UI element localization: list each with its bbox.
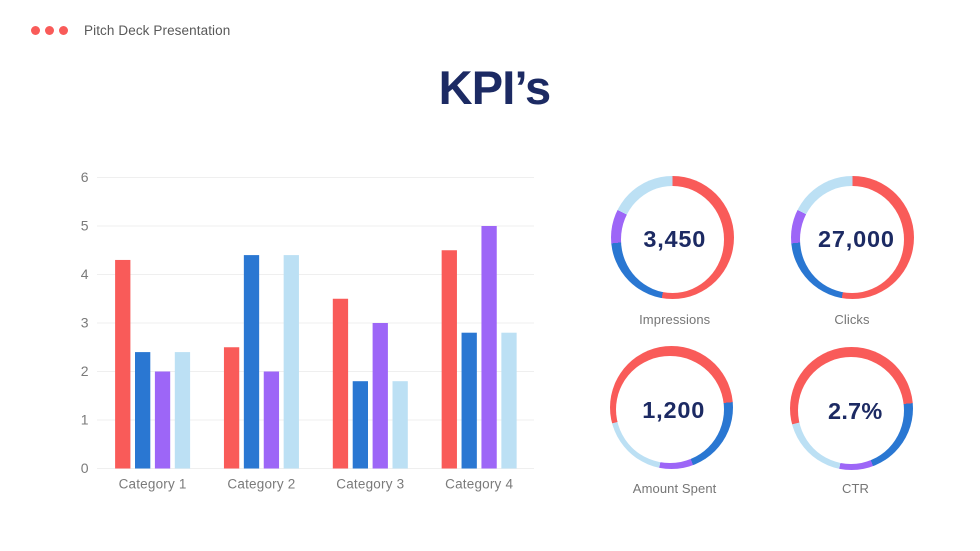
svg-text:0: 0: [81, 460, 89, 476]
svg-text:6: 6: [81, 169, 89, 185]
svg-text:Category 1: Category 1: [119, 477, 187, 492]
svg-text:5: 5: [81, 218, 89, 234]
svg-text:Category 4: Category 4: [445, 477, 513, 492]
svg-text:4: 4: [81, 266, 89, 282]
svg-text:Category 3: Category 3: [336, 477, 404, 492]
svg-text:3: 3: [81, 315, 89, 331]
svg-text:1: 1: [81, 412, 89, 428]
svg-text:2: 2: [81, 363, 89, 379]
svg-text:Category 2: Category 2: [227, 477, 295, 492]
